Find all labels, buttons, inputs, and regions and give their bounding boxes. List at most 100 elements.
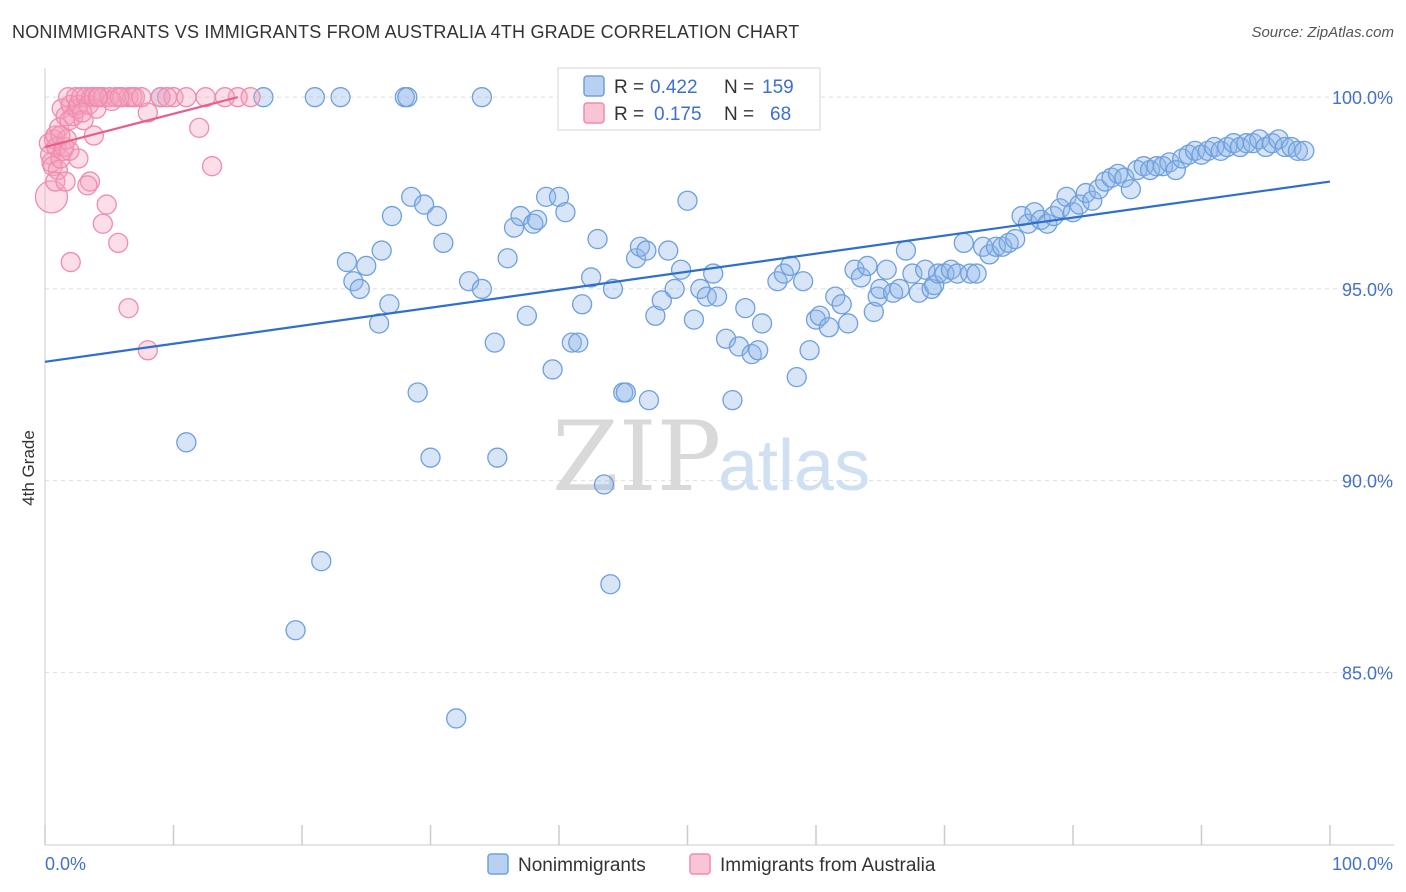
point-nonimmigrants-59 [683, 309, 705, 330]
point-nonimmigrants-25 [458, 271, 480, 292]
legend-swatch-nonimmigrants [487, 853, 509, 875]
legend-n-value-2: 68 [770, 104, 791, 125]
point-immigrants-51 [45, 171, 66, 192]
point-nonimmigrants-36 [542, 359, 563, 380]
point-nonimmigrants-40 [568, 332, 589, 353]
point-nonimmigrants-46 [602, 278, 624, 300]
point-nonimmigrants-136 [1172, 148, 1193, 169]
legend-n-label-2: N = [724, 104, 754, 125]
legend-swatch-pink [583, 102, 605, 124]
point-nonimmigrants-31 [510, 205, 531, 227]
point-nonimmigrants-68 [741, 343, 762, 365]
point-nonimmigrants-61 [696, 286, 717, 307]
point-nonimmigrants-108 [992, 236, 1013, 257]
point-nonimmigrants-32 [516, 305, 538, 326]
point-nonimmigrants-24 [446, 708, 467, 729]
point-nonimmigrants-146 [1236, 133, 1257, 154]
legend-r-value-1: 0.422 [650, 77, 698, 98]
point-nonimmigrants-58 [677, 190, 698, 211]
point-nonimmigrants-100 [940, 259, 962, 280]
point-nonimmigrants-48 [615, 382, 636, 403]
point-nonimmigrants-37 [548, 186, 570, 208]
y-tick-label-1: 90.0% [1342, 472, 1393, 492]
point-nonimmigrants-117 [1050, 198, 1071, 219]
point-nonimmigrants-75 [793, 271, 814, 292]
watermark-zip: ZIP [552, 401, 721, 513]
point-nonimmigrants-124 [1094, 171, 1116, 192]
point-nonimmigrants-153 [1281, 136, 1302, 158]
point-nonimmigrants-133 [1152, 156, 1174, 177]
point-nonimmigrants-155 [1294, 140, 1315, 162]
point-nonimmigrants-135 [1165, 159, 1186, 181]
point-nonimmigrants-126 [1107, 163, 1129, 185]
point-nonimmigrants-67 [735, 297, 756, 319]
point-nonimmigrants-52 [638, 389, 660, 411]
source-credit: Source: ZipAtlas.com [1251, 24, 1394, 41]
point-nonimmigrants-16 [379, 294, 400, 315]
point-nonimmigrants-6 [471, 87, 493, 108]
correlation-legend: R = 0.422 N = 159 R = 0.175 N = 68 [557, 67, 821, 131]
point-nonimmigrants-128 [1120, 179, 1141, 200]
point-immigrants-45 [60, 251, 81, 273]
point-nonimmigrants-122 [1082, 190, 1103, 211]
series-immigrants-australia-points [34, 87, 261, 361]
legend-swatch-immigrants-australia [689, 853, 711, 875]
point-immigrants-65 [87, 87, 108, 108]
point-nonimmigrants-86 [863, 301, 884, 323]
point-nonimmigrants-152 [1274, 136, 1296, 158]
point-immigrants-48 [118, 297, 139, 319]
point-nonimmigrants-27 [484, 332, 505, 353]
point-nonimmigrants-154 [1287, 140, 1309, 162]
point-immigrants-47 [92, 213, 113, 234]
point-nonimmigrants-64 [715, 328, 737, 349]
point-nonimmigrants-34 [527, 209, 548, 231]
watermark-atlas: atlas [718, 426, 870, 506]
point-nonimmigrants-131 [1139, 159, 1161, 181]
point-nonimmigrants-22 [426, 205, 448, 227]
legend-swatch-blue [583, 75, 605, 97]
point-nonimmigrants-118 [1056, 186, 1077, 208]
point-nonimmigrants-74 [786, 366, 807, 388]
point-nonimmigrants-33 [523, 213, 544, 234]
point-immigrants-33 [96, 194, 117, 215]
trend-line-nonimmigrants [44, 180, 1331, 363]
point-immigrants-50 [201, 156, 223, 177]
point-nonimmigrants-96 [921, 278, 942, 300]
point-nonimmigrants-84 [850, 267, 872, 288]
x-tick-label-0: 0.0% [45, 854, 86, 874]
point-nonimmigrants-9 [311, 551, 332, 572]
point-nonimmigrants-38 [555, 202, 576, 223]
point-nonimmigrants-120 [1069, 194, 1090, 215]
point-nonimmigrants-66 [728, 336, 750, 357]
point-nonimmigrants-89 [876, 259, 897, 280]
point-immigrants-24 [73, 110, 94, 131]
point-nonimmigrants-102 [953, 232, 974, 254]
point-nonimmigrants-23 [433, 232, 454, 254]
point-nonimmigrants-97 [924, 274, 945, 296]
point-nonimmigrants-55 [658, 240, 679, 261]
point-nonimmigrants-41 [571, 294, 593, 315]
legend-n-label-1: N = [724, 77, 754, 98]
point-nonimmigrants-8 [285, 620, 306, 641]
point-immigrants-58 [176, 87, 197, 108]
legend-r-label-2: R = [614, 104, 644, 125]
point-nonimmigrants-7 [176, 432, 197, 453]
point-nonimmigrants-2 [304, 87, 326, 108]
point-nonimmigrants-5 [397, 87, 418, 108]
point-nonimmigrants-54 [651, 290, 672, 311]
point-immigrants-62 [50, 125, 71, 146]
x-tick-label-1: 100.0% [1332, 854, 1393, 874]
point-nonimmigrants-139 [1191, 144, 1212, 165]
point-nonimmigrants-17 [381, 205, 403, 227]
point-nonimmigrants-93 [902, 263, 923, 284]
point-immigrants-46 [77, 175, 98, 196]
point-nonimmigrants-70 [751, 313, 773, 334]
legend-label-nonimmigrants: Nonimmigrants [518, 855, 646, 876]
y-tick-label-0: 85.0% [1342, 663, 1393, 683]
point-nonimmigrants-103 [960, 263, 981, 284]
point-nonimmigrants-30 [503, 217, 525, 238]
point-nonimmigrants-90 [882, 282, 904, 303]
trend-line-immigrants [44, 96, 239, 149]
point-immigrants-63 [59, 140, 80, 162]
point-nonimmigrants-42 [580, 267, 602, 288]
